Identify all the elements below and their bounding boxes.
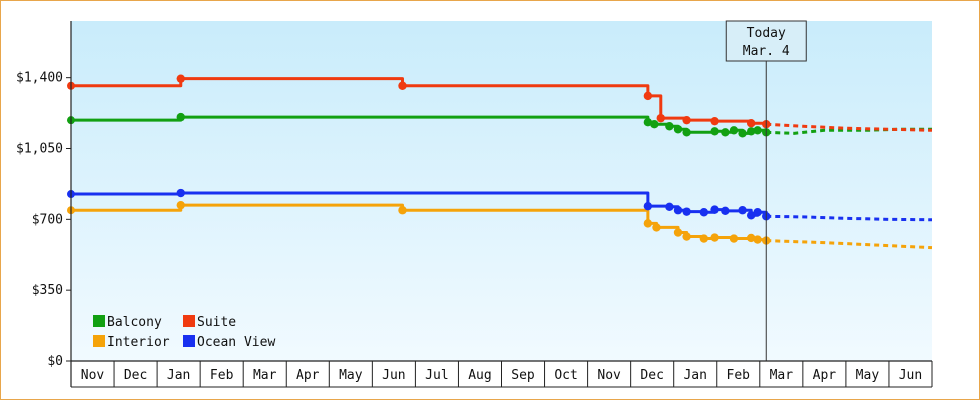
data-point xyxy=(710,205,719,214)
data-point xyxy=(682,128,691,137)
data-point xyxy=(398,206,407,215)
x-tick-label: Apr xyxy=(296,368,320,383)
today-label-line1: Today xyxy=(747,26,786,41)
data-point xyxy=(176,74,185,83)
data-point xyxy=(753,126,762,135)
legend-label: Ocean View xyxy=(197,335,275,350)
data-point xyxy=(710,116,719,126)
data-point xyxy=(753,235,762,244)
y-tick-label: $700 xyxy=(32,212,63,227)
x-tick-label: Mar xyxy=(253,368,277,383)
data-point xyxy=(643,117,653,127)
data-point xyxy=(650,120,659,129)
data-point xyxy=(176,200,185,210)
y-tick-label: $1,050 xyxy=(16,142,63,157)
data-point xyxy=(699,234,709,243)
data-point xyxy=(643,219,653,228)
data-point xyxy=(710,233,719,242)
data-point xyxy=(710,127,719,136)
data-point xyxy=(721,206,730,216)
data-point xyxy=(176,112,185,122)
series-forecast-line xyxy=(766,214,933,222)
today-box xyxy=(725,20,807,62)
x-tick-label: Jul xyxy=(425,368,448,383)
y-tick-label: $0 xyxy=(47,354,63,369)
today-label-line2: Mar. 4 xyxy=(743,44,790,59)
x-tick-label: Dec xyxy=(640,368,663,383)
legend-item[interactable]: Ocean View xyxy=(183,335,275,350)
data-point xyxy=(753,208,762,217)
legend-label: Balcony xyxy=(107,315,162,330)
x-tick-label: Oct xyxy=(554,368,577,383)
legend-label: Interior xyxy=(107,335,170,350)
legend-swatch xyxy=(93,315,105,327)
series-interior xyxy=(67,200,933,250)
x-tick-label: Sep xyxy=(511,368,535,383)
data-point xyxy=(656,113,665,123)
x-tick-label: Nov xyxy=(81,368,105,383)
x-tick-label: Feb xyxy=(727,368,751,383)
y-tick-label: $350 xyxy=(32,283,63,298)
x-tick-label: Nov xyxy=(597,368,621,383)
legend-swatch xyxy=(93,335,105,347)
data-point xyxy=(398,81,407,90)
x-tick-label: Aug xyxy=(468,368,491,383)
data-point xyxy=(699,208,709,217)
data-point xyxy=(729,234,739,243)
series-forecast-line xyxy=(766,239,933,250)
legend-item[interactable]: Balcony xyxy=(93,315,162,330)
x-tick-label: Jan xyxy=(167,368,190,383)
x-tick-label: Dec xyxy=(124,368,147,383)
data-point xyxy=(746,127,756,136)
data-point xyxy=(673,228,683,237)
x-tick-label: May xyxy=(856,368,880,383)
x-tick-label: Jun xyxy=(382,368,405,383)
x-tick-label: Apr xyxy=(813,368,837,383)
x-tick-label: Mar xyxy=(770,368,794,383)
series-forecast-line xyxy=(766,122,933,132)
legend-swatch xyxy=(183,335,195,347)
data-point xyxy=(682,232,691,241)
series-ocean-view xyxy=(67,188,933,222)
x-tick-label: Feb xyxy=(210,368,234,383)
legend-label: Suite xyxy=(197,315,236,330)
data-point xyxy=(682,115,691,125)
legend-swatch xyxy=(183,315,195,327)
legend-item[interactable]: Suite xyxy=(183,315,236,330)
series-suite xyxy=(67,74,933,132)
x-tick-label: Jun xyxy=(899,368,922,383)
data-point xyxy=(673,206,683,215)
data-point xyxy=(738,206,747,215)
data-point xyxy=(643,201,653,211)
data-point xyxy=(721,128,730,137)
data-point xyxy=(652,223,661,232)
data-point xyxy=(746,233,756,243)
data-point xyxy=(176,188,185,198)
data-point xyxy=(682,207,691,216)
data-point xyxy=(665,202,674,211)
x-tick-label: May xyxy=(339,368,363,383)
data-point xyxy=(746,211,756,220)
legend-item[interactable]: Interior xyxy=(93,335,170,350)
data-point xyxy=(665,122,674,131)
data-point xyxy=(738,129,747,138)
plot-background xyxy=(71,21,932,361)
y-tick-label: $1,400 xyxy=(16,71,63,86)
x-tick-label: Jan xyxy=(683,368,706,383)
data-point xyxy=(673,125,683,134)
data-point xyxy=(746,119,756,128)
data-point xyxy=(643,91,653,101)
data-point xyxy=(729,126,739,135)
